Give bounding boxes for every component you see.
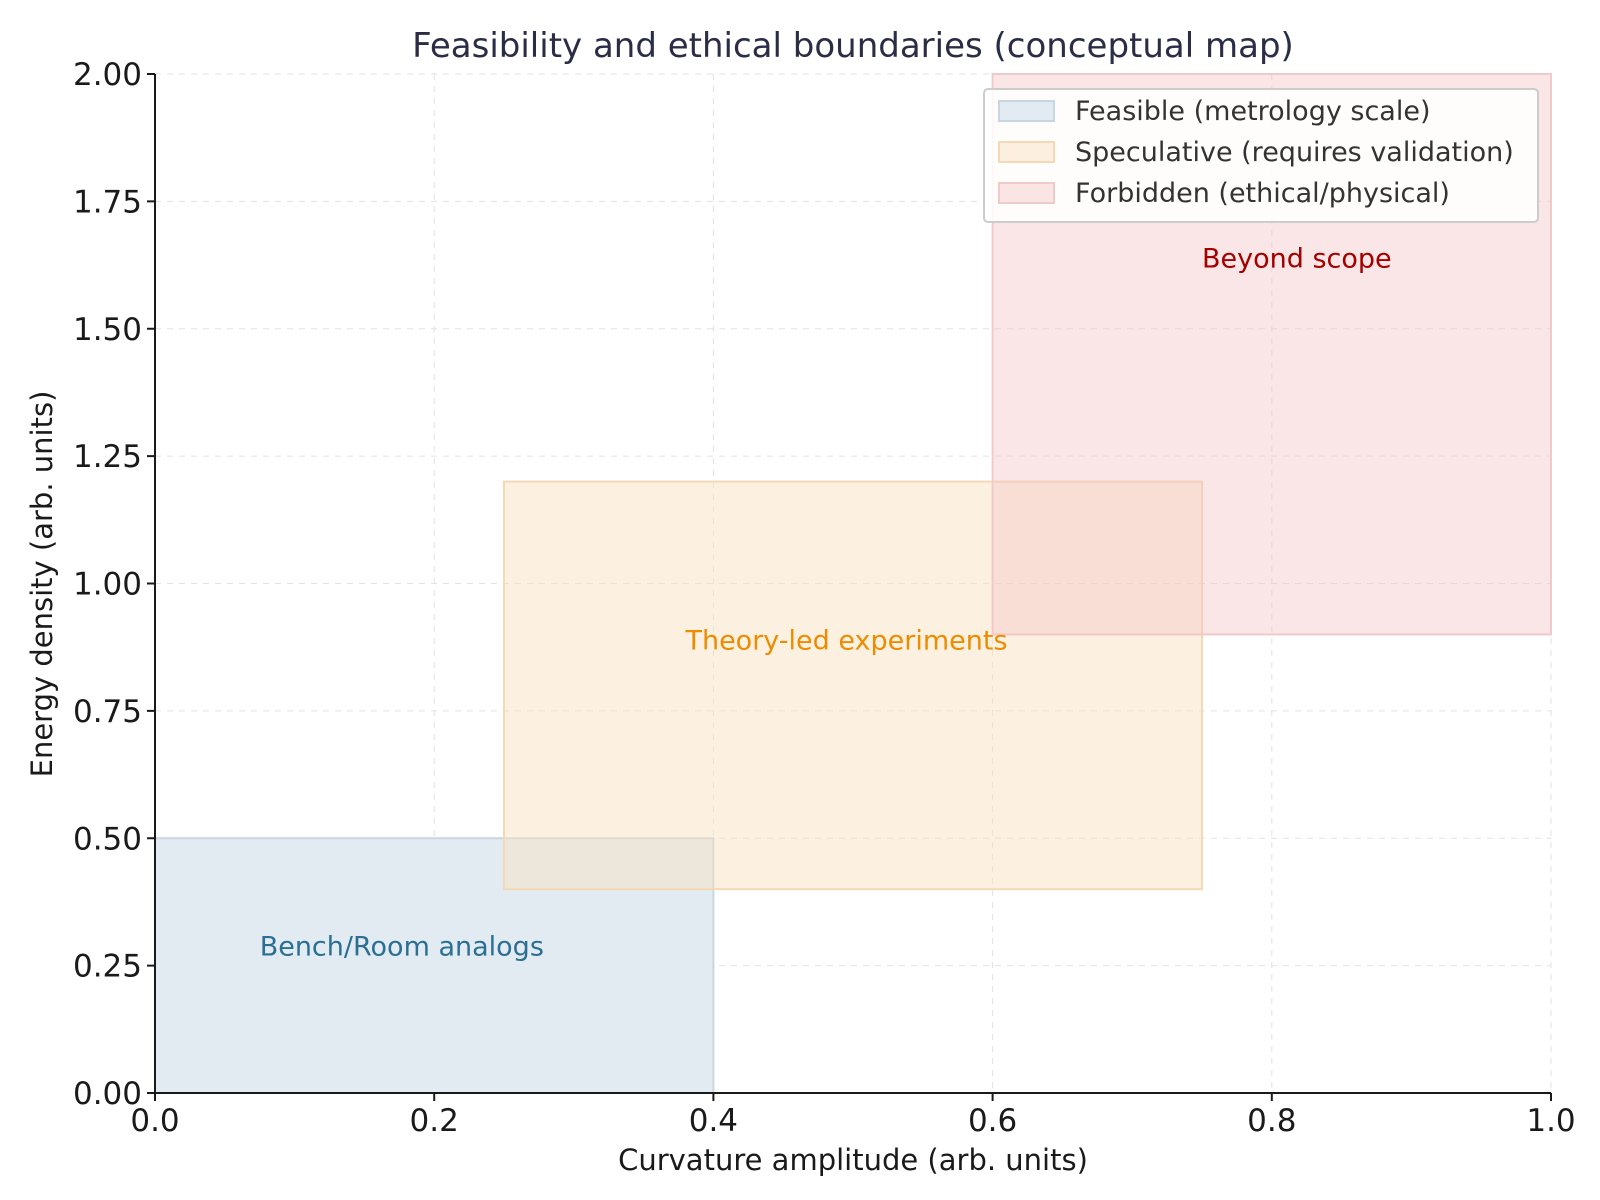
region-feasible [154,837,715,1094]
legend-swatch [998,182,1055,204]
y-tick-label: 2.00 [73,57,142,93]
y-tick-label: 1.75 [73,184,142,220]
x-tick-label: 0.2 [410,1103,459,1139]
y-tick-label: 1.50 [73,312,142,348]
region-speculative [503,480,1203,891]
region-label: Bench/Room analogs [260,931,544,962]
ticks: 0.0 0.2 0.4 0.6 0.8 1.0 0.00 0.25 0.50 0.75 1.00 1.… [73,57,1576,1139]
legend-label: Feasible (metrology scale) [1075,96,1431,127]
y-tick-label: 0.25 [73,949,142,985]
region-labels: Bench/Room analogs Theory-led experiments… [260,244,1392,963]
region-label: Beyond scope [1202,244,1392,275]
legend-swatch [998,100,1055,122]
y-tick-label: 0.50 [73,821,142,857]
y-tick-label: 0.75 [73,694,142,730]
x-tick-label: 0.0 [130,1103,179,1139]
chart-title: Feasibility and ethical boundaries (conc… [412,26,1294,66]
x-tick-label: 1.0 [1526,1103,1575,1139]
x-tick-label: 0.6 [968,1103,1017,1139]
region-label: Theory-led experiments [684,626,1007,657]
y-tick-label: 1.00 [73,567,142,603]
legend: Feasible (metrology scale) Speculative (r… [983,88,1539,223]
y-axis-label: Energy density (arb. units) [25,391,59,778]
y-tick-label: 1.25 [73,439,142,475]
x-tick-label: 0.8 [1247,1103,1296,1139]
y-tick-label: 0.00 [73,1076,142,1112]
legend-swatch [998,141,1055,163]
legend-label: Forbidden (ethical/physical) [1075,178,1450,209]
legend-box [983,88,1539,223]
x-axis-label: Curvature amplitude (arb. units) [618,1143,1088,1177]
regions [154,73,1552,1094]
legend-label: Speculative (requires validation) [1075,137,1514,168]
x-tick-label: 0.4 [689,1103,738,1139]
